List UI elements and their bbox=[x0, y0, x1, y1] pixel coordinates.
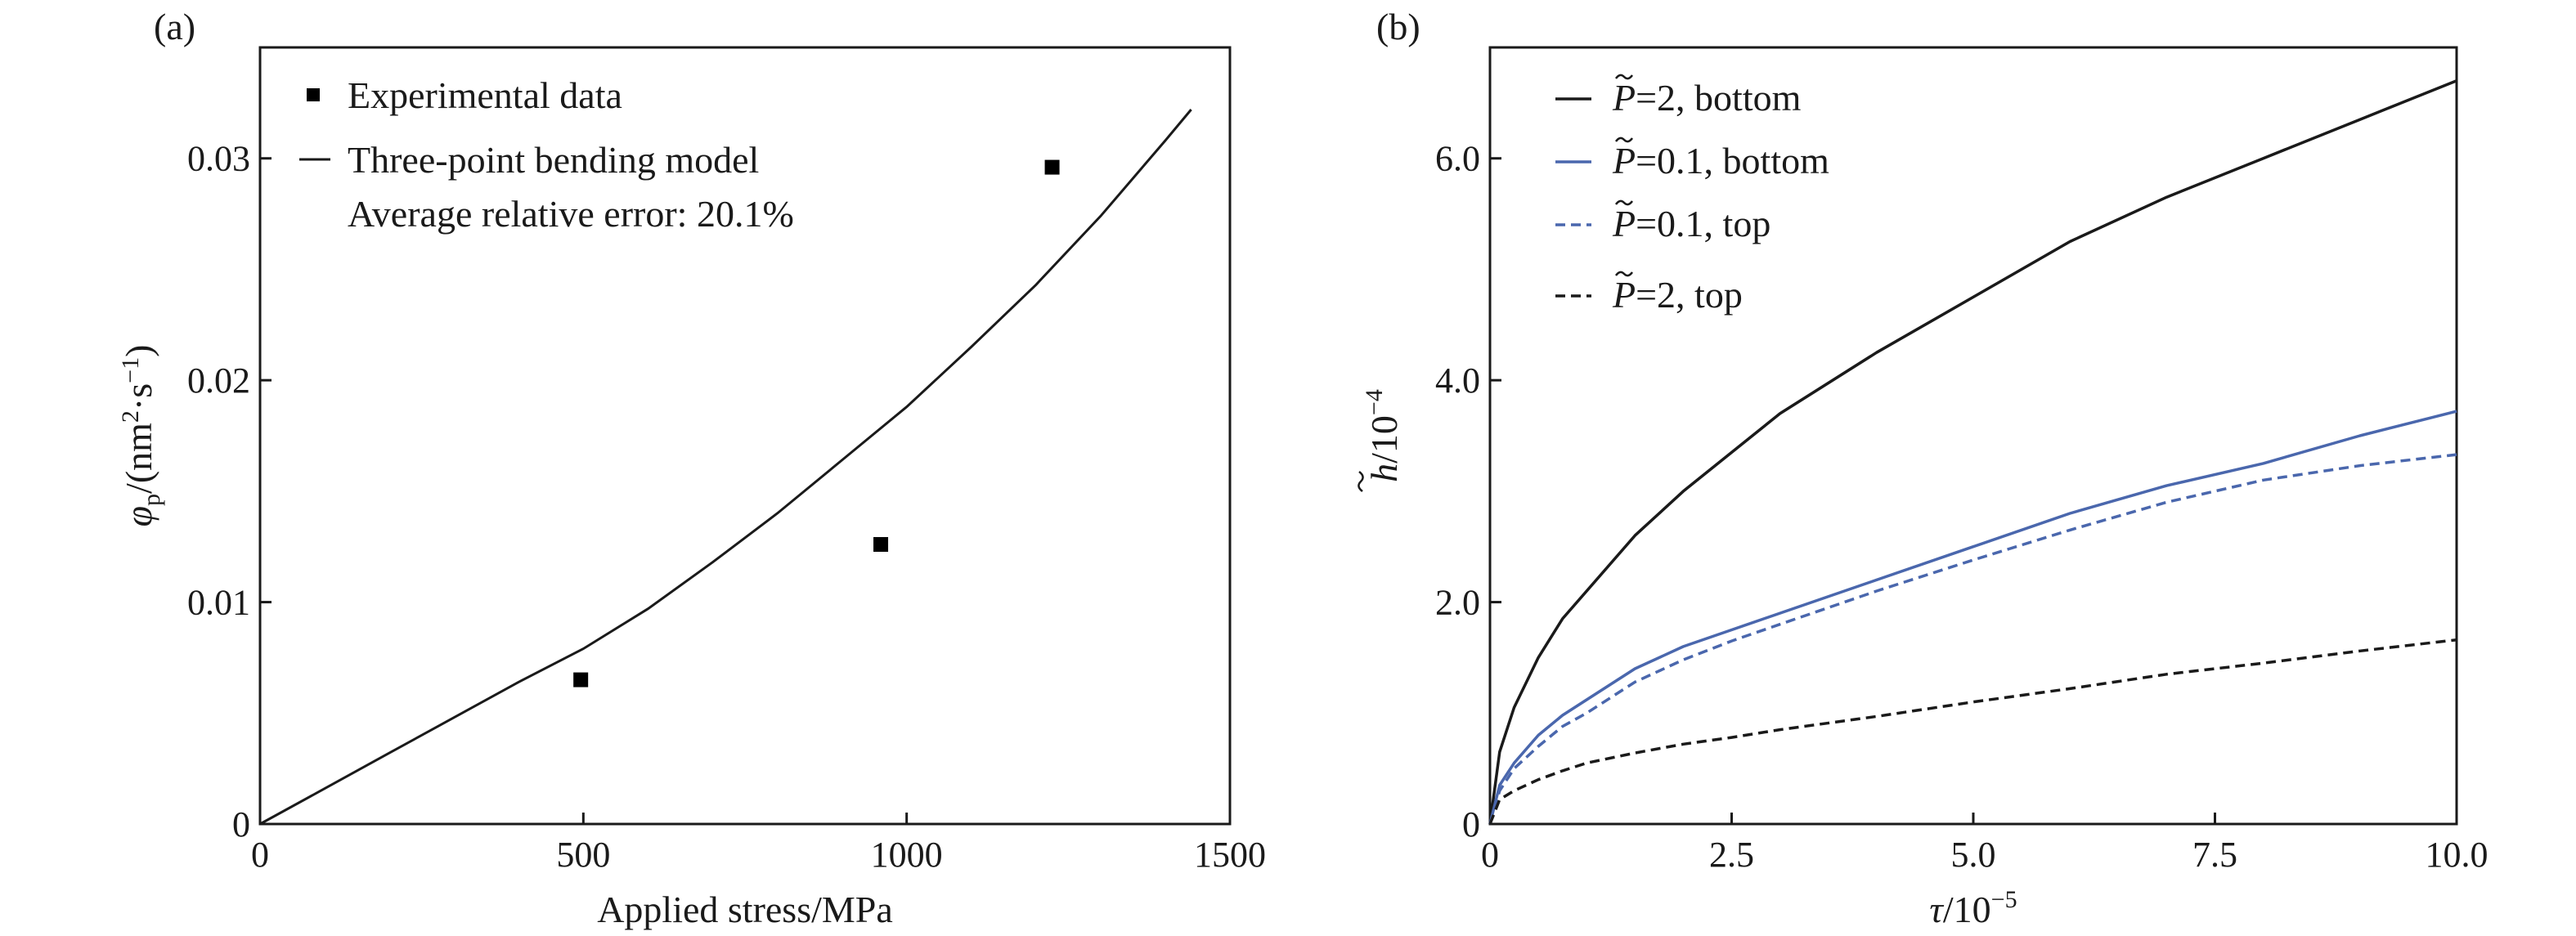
panel-a-y-tick-label: 0.03 bbox=[187, 139, 250, 179]
panel-a-x-tick-label: 1000 bbox=[871, 835, 943, 875]
panel-a-annotation-error: Average relative error: 20.1% bbox=[348, 193, 794, 235]
panel-a-plot-frame bbox=[258, 46, 1232, 826]
panel-b-axis-ticks bbox=[1488, 157, 2458, 826]
panel-b-y-tick-label: 6.0 bbox=[1435, 139, 1480, 179]
panel-b-y-tick-label: 4.0 bbox=[1435, 361, 1480, 401]
legend-label-p01-top: P=0.1, top bbox=[1612, 203, 1770, 244]
panel-b-y-axis-label: h/10−4 bbox=[1358, 389, 1405, 492]
panel-b-x-tick-label: 7.5 bbox=[2192, 835, 2237, 875]
panel-b-label: (b) bbox=[1376, 6, 1420, 47]
legend-marker-experimental bbox=[307, 88, 320, 101]
legend-label-p2-top: P=2, top bbox=[1612, 274, 1743, 316]
panel-a-y-tick-label: 0.02 bbox=[187, 361, 250, 401]
panel-b-data-marks bbox=[1488, 79, 2457, 825]
legend-label-model: Three-point bending model bbox=[348, 139, 759, 181]
panel-a-y-tick-label: 0.01 bbox=[187, 583, 250, 623]
panel-b-x-tick-label: 10.0 bbox=[2426, 835, 2488, 875]
experimental-point bbox=[873, 537, 889, 552]
panel-b-x-axis-label: τ/10−5 bbox=[1929, 886, 2017, 930]
panel-a-tick-labels: 0 500 1000 1500 0 0.01 0.02 0.03 bbox=[187, 139, 1266, 875]
panel-a-label: (a) bbox=[154, 6, 195, 47]
panel-a-y-axis-label: φp/(nm2·s−1) bbox=[117, 345, 165, 527]
panel-a-x-tick-label: 1500 bbox=[1194, 835, 1266, 875]
legend-tilde-p01-top bbox=[1614, 199, 1634, 206]
panel-a-legend: Experimental data Three-point bending mo… bbox=[299, 74, 794, 235]
panel-a-x-tick-label: 0 bbox=[251, 835, 269, 875]
legend-label-p01-bottom: P=0.1, bottom bbox=[1612, 140, 1829, 181]
legend-tilde-p01-bottom bbox=[1614, 137, 1634, 143]
legend-tilde-p2-bottom bbox=[1614, 74, 1634, 80]
experimental-point bbox=[1044, 159, 1060, 175]
panel-b-chart: (b) 0 2.5 5.0 7.5 10.0 0 2.0 4.0 6.0 τ/10−5 h/10… bbox=[1358, 6, 2488, 930]
panel-a-data-marks bbox=[259, 109, 1192, 826]
panel-a-y-tick-label: 0 bbox=[232, 804, 250, 844]
svg-text:h/10−4: h/10−4 bbox=[1361, 389, 1405, 482]
panel-a-x-axis-label: Applied stress/MPa bbox=[597, 889, 893, 930]
panel-a-x-tick-label: 500 bbox=[556, 835, 610, 875]
panel-a-axis-ticks bbox=[258, 157, 1232, 826]
legend-label-p2-bottom: P=2, bottom bbox=[1612, 77, 1802, 119]
series-line-p2-bottom bbox=[1488, 79, 2457, 825]
panel-b-tick-labels: 0 2.5 5.0 7.5 10.0 0 2.0 4.0 6.0 bbox=[1435, 139, 2488, 875]
tilde-mark bbox=[1358, 471, 1364, 492]
model-curve bbox=[259, 109, 1192, 826]
series-line-p2-top bbox=[1488, 638, 2457, 825]
legend-label-experimental: Experimental data bbox=[348, 74, 622, 116]
panel-b-y-tick-label: 2.0 bbox=[1435, 583, 1480, 623]
panel-b-x-tick-label: 5.0 bbox=[1951, 835, 1996, 875]
panel-b-x-tick-label: 0 bbox=[1481, 835, 1499, 875]
panel-b-x-tick-label: 2.5 bbox=[1709, 835, 1754, 875]
experimental-point bbox=[573, 672, 589, 687]
legend-tilde-p2-top bbox=[1614, 271, 1634, 277]
series-line-p01-top bbox=[1488, 453, 2457, 825]
panel-b-legend: P=2, bottom P=0.1, bottom P=0.1, top P=2… bbox=[1555, 74, 1829, 316]
panel-b-y-tick-label: 0 bbox=[1462, 804, 1480, 844]
series-line-p01-bottom bbox=[1488, 410, 2457, 825]
panel-a-chart: (a) 0 500 1000 1500 0 0.01 0.02 0.03 Applied st… bbox=[117, 6, 1266, 930]
